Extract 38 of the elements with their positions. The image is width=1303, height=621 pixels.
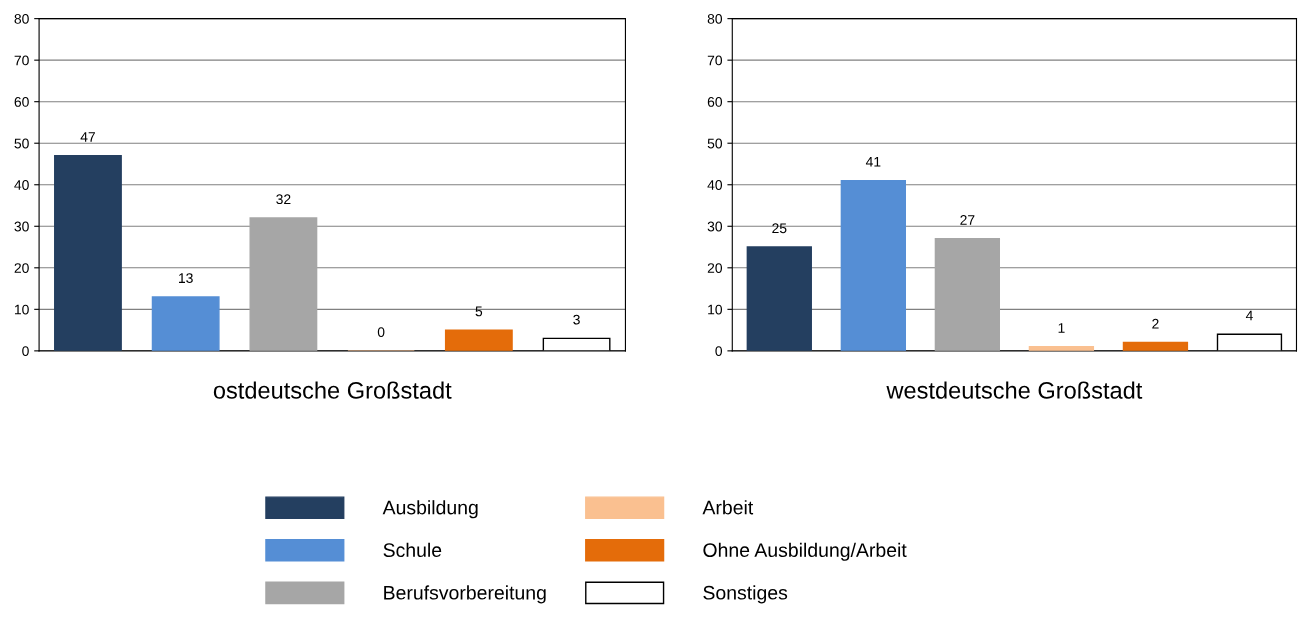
legend-label: Schule — [383, 542, 442, 558]
y-tick-label: 50 — [14, 138, 29, 149]
data-label: 3 — [573, 314, 580, 325]
data-label: 1 — [1058, 323, 1065, 333]
data-label: 4 — [1245, 310, 1253, 321]
legend-label: Ausbildung — [382, 500, 478, 519]
y-tick-label: 10 — [708, 304, 723, 315]
legend-label: Ohne Ausbildung/Arbeit — [703, 542, 907, 561]
y-tick-label: 60 — [707, 97, 723, 107]
x-axis-title: westdeutsche Großstadt — [886, 381, 1143, 399]
y-tick-label: 10 — [14, 304, 29, 315]
y-tick-label: 20 — [707, 263, 723, 273]
y-tick-label: 0 — [715, 346, 723, 357]
legend-label: Arbeit — [702, 500, 754, 515]
data-label: 41 — [865, 157, 881, 167]
y-tick-label: 50 — [707, 138, 723, 149]
y-tick-label: 20 — [14, 263, 29, 273]
data-label: 27 — [960, 215, 975, 225]
data-label: 25 — [772, 223, 787, 234]
x-axis-title: ostdeutsche Großstadt — [213, 381, 452, 399]
legend-label: Sonstiges — [703, 585, 788, 604]
y-tick-label: 0 — [22, 346, 29, 357]
y-tick-label: 70 — [14, 55, 29, 66]
legend-label: Berufsvorbereitung — [384, 585, 546, 604]
y-tick-label: 40 — [707, 180, 723, 190]
y-tick-label: 80 — [14, 13, 29, 24]
data-label: 13 — [179, 273, 193, 284]
y-tick-label: 30 — [707, 221, 723, 232]
data-label: 2 — [1152, 318, 1159, 329]
data-label: 32 — [276, 194, 291, 205]
y-tick-label: 80 — [707, 13, 723, 24]
y-tick-label: 70 — [707, 55, 723, 66]
y-tick-label: 60 — [14, 97, 29, 107]
y-tick-label: 30 — [14, 221, 29, 232]
data-label: 47 — [80, 132, 95, 142]
data-label: 5 — [475, 306, 483, 317]
y-tick-label: 40 — [14, 180, 29, 190]
data-label: 0 — [377, 327, 385, 338]
